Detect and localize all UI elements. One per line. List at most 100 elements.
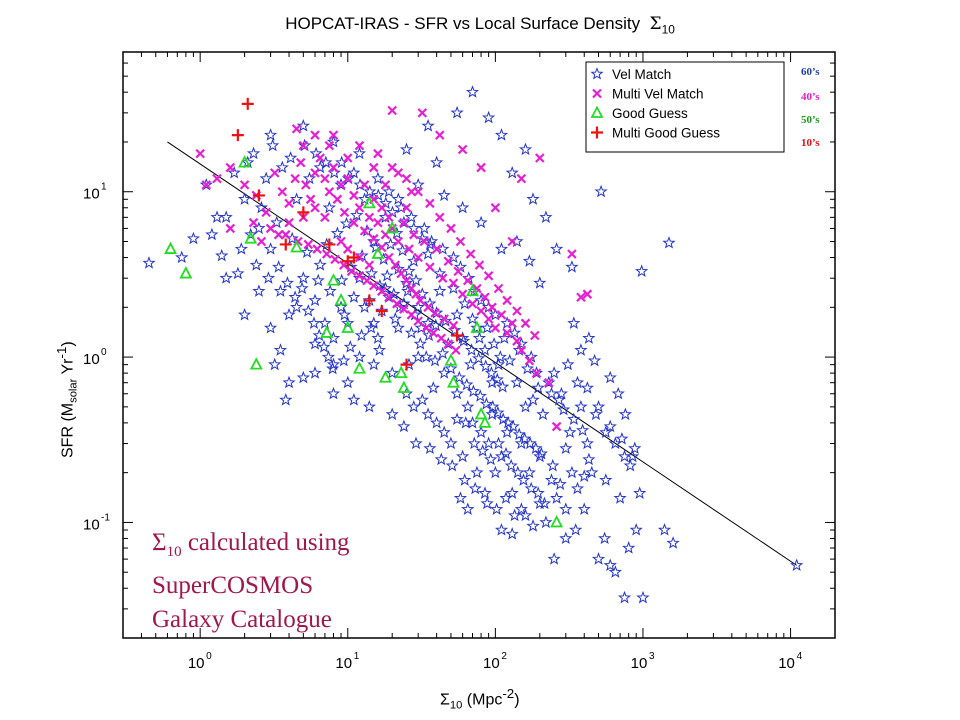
data-point (516, 173, 527, 184)
data-point (342, 173, 353, 184)
data-point (417, 108, 428, 118)
data-point (437, 273, 448, 283)
data-point (426, 381, 440, 394)
data-point (310, 202, 320, 213)
data-point (393, 168, 404, 178)
data-point (404, 325, 419, 339)
data-point (494, 523, 509, 536)
data-point (297, 206, 310, 219)
data-point (308, 337, 322, 350)
data-point (264, 242, 278, 255)
data-point (343, 340, 357, 353)
data-point (557, 402, 571, 416)
data-point (409, 436, 423, 450)
data-point (485, 407, 499, 421)
data-point (295, 157, 306, 168)
legend-marker (592, 88, 602, 99)
data-point (512, 336, 522, 346)
data-point (570, 375, 585, 389)
data-point (288, 290, 302, 303)
data-point (443, 339, 454, 349)
data-point (326, 386, 341, 400)
data-point (384, 212, 394, 223)
data-point (505, 527, 519, 540)
data-point (635, 264, 649, 277)
data-point (507, 318, 517, 329)
data-point (280, 276, 294, 289)
y-tick-exponent: 0 (101, 347, 107, 358)
data-point (326, 357, 341, 371)
data-point (328, 162, 339, 173)
data-point (397, 215, 411, 229)
data-point (335, 155, 349, 169)
data-point (615, 431, 629, 445)
y-tick-label: 10 (83, 516, 100, 533)
data-point (249, 258, 263, 271)
data-point (559, 441, 573, 455)
data-point (565, 465, 579, 479)
data-point (486, 399, 500, 413)
data-point (577, 502, 591, 515)
data-point (341, 320, 355, 333)
data-point (399, 142, 414, 156)
data-point (320, 212, 330, 223)
data-point (458, 473, 472, 486)
data-point (337, 353, 351, 367)
data-point (577, 469, 591, 482)
data-point (256, 236, 267, 247)
data-point (238, 308, 252, 321)
data-point (496, 310, 507, 320)
data-point (550, 242, 564, 255)
data-point (444, 353, 458, 366)
data-point (476, 444, 490, 457)
data-point (666, 536, 680, 549)
data-point (341, 316, 355, 329)
data-point (326, 361, 340, 375)
data-point (531, 486, 545, 499)
data-point (472, 351, 486, 365)
data-point (487, 302, 497, 313)
data-point (457, 334, 471, 347)
data-point (372, 343, 387, 356)
data-point (496, 412, 510, 425)
data-point (417, 221, 431, 235)
plot-frame (122, 51, 836, 639)
data-point (212, 173, 222, 184)
data-point (367, 234, 381, 248)
legend: Vel Match Multi Vel Match Good Guess Multi … (585, 61, 785, 153)
data-point (490, 202, 501, 213)
data-point (354, 140, 365, 151)
data-point (599, 473, 613, 486)
data-point (430, 308, 440, 318)
data-point (339, 216, 354, 230)
data-point (434, 212, 445, 223)
data-point (246, 146, 261, 160)
data-point (164, 241, 178, 254)
data-point (428, 328, 439, 338)
data-point (419, 236, 430, 247)
data-point (231, 129, 244, 142)
data-point (238, 155, 252, 168)
data-point (617, 590, 632, 604)
data-point (544, 473, 559, 486)
data-point (534, 446, 548, 460)
data-point (591, 552, 606, 565)
data-point (395, 243, 410, 257)
data-point (371, 246, 385, 259)
data-point (524, 481, 538, 495)
data-point (334, 293, 348, 306)
data-point (382, 184, 396, 198)
data-point (567, 249, 577, 259)
data-point (522, 254, 536, 267)
data-point (478, 415, 492, 428)
data-point (384, 252, 394, 263)
data-point (546, 458, 560, 472)
data-point (355, 248, 369, 262)
data-point (518, 432, 532, 445)
data-point (460, 377, 474, 391)
data-point (429, 318, 443, 332)
data-point (425, 234, 439, 248)
data-point (225, 223, 236, 234)
data-point (421, 247, 435, 260)
data-point (346, 266, 357, 277)
